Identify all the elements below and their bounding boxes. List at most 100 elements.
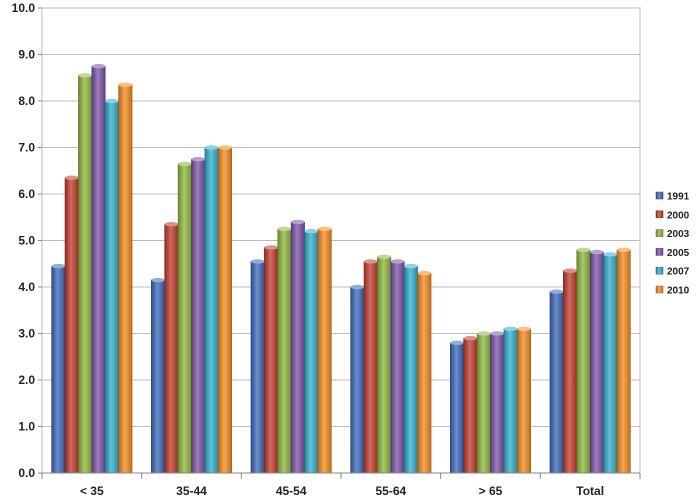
legend-label-2007: 2007 [667, 267, 690, 278]
bar-1991-0 [51, 265, 66, 474]
bar-2000-0 [64, 177, 79, 474]
bar-top-cap [91, 63, 106, 69]
bar-top-cap [291, 219, 305, 225]
y-tick-label: 0.0 [18, 466, 35, 480]
bars [51, 63, 631, 474]
bar-top-cap [590, 249, 604, 255]
bar-top-cap [450, 340, 464, 345]
y-tick-label: 7.0 [18, 141, 35, 155]
bar-2007-1 [204, 147, 219, 474]
category-label: Total [576, 484, 604, 498]
bar-top-cap [364, 259, 378, 264]
bar-2000-3 [363, 261, 378, 474]
bar-top-cap [417, 270, 432, 276]
legend-label-2003: 2003 [667, 229, 690, 240]
x-axis: < 35 35-44 45-54 55-64 > 65 Total [41, 472, 641, 498]
bar-top-cap [78, 73, 92, 78]
bar-2010-3 [417, 272, 432, 474]
bar-2007-3 [403, 265, 418, 474]
category-label: 35-44 [176, 484, 207, 498]
legend-swatch-2010 [655, 285, 664, 294]
bar-top-cap [616, 247, 631, 252]
bar-1991-2 [250, 261, 265, 474]
legend-label-2010: 2010 [667, 286, 690, 297]
bar-2005-1 [191, 158, 206, 474]
y-tick-label: 6.0 [18, 187, 35, 201]
bar-2010-5 [616, 249, 631, 474]
bar-2010-4 [516, 328, 531, 474]
y-tick-label: 10.0 [12, 1, 36, 15]
bar-top-cap [218, 145, 232, 150]
legend-label-1991: 1991 [667, 192, 690, 203]
y-tick-label: 2.0 [18, 373, 35, 387]
bar-2003-0 [78, 75, 93, 474]
y-tick-label: 9.0 [18, 48, 35, 62]
bar-2003-2 [277, 228, 292, 474]
category-label: > 65 [479, 484, 503, 498]
bar-2007-4 [503, 328, 518, 474]
legend-swatch-2005 [655, 248, 664, 256]
bar-2005-5 [589, 251, 604, 474]
y-axis: 0.0 1.0 2.0 3.0 4.0 5.0 6.0 7.0 8.0 9.0 10.0 [12, 1, 42, 480]
bar-top-cap [151, 277, 165, 283]
bar-top-cap [503, 326, 518, 332]
bar-2007-0 [104, 100, 119, 474]
bar-2010-2 [317, 228, 332, 474]
y-tick-label: 1.0 [18, 420, 35, 434]
bar-top-cap [250, 259, 265, 264]
bar-top-cap [404, 263, 418, 269]
category-label: 45-54 [276, 484, 307, 498]
bar-top-cap [264, 245, 278, 250]
bar-2005-4 [490, 333, 505, 474]
bar-top-cap [178, 161, 192, 166]
bar-2007-2 [304, 230, 319, 474]
bar-1991-4 [449, 342, 464, 474]
bar-top-cap [51, 263, 66, 269]
bar-2003-5 [576, 249, 591, 474]
bar-top-cap [517, 326, 531, 332]
bar-2003-1 [177, 163, 192, 474]
legend-label-2000: 2000 [667, 210, 690, 221]
y-tick-label: 4.0 [18, 280, 35, 294]
bar-top-cap [477, 331, 491, 336]
category-label: < 35 [80, 484, 104, 498]
bar-2010-0 [118, 84, 133, 474]
bar-top-cap [277, 226, 292, 232]
bar-top-cap [490, 331, 504, 336]
bar-2000-5 [563, 270, 578, 474]
bar-2000-2 [264, 247, 279, 474]
bar-top-cap [304, 229, 318, 234]
bar-top-cap [118, 82, 133, 87]
legend: 1991 2000 2003 2005 2007 2010 [655, 191, 690, 297]
y-tick-label: 8.0 [18, 94, 35, 108]
bar-2005-0 [91, 65, 106, 474]
y-tick-label: 3.0 [18, 327, 35, 341]
bar-1991-1 [151, 279, 166, 474]
bar-top-cap [350, 284, 365, 290]
bar-2010-1 [218, 147, 233, 474]
bar-top-cap [390, 259, 405, 264]
bar-2000-4 [463, 337, 478, 474]
bar-2007-5 [603, 254, 618, 474]
y-tick-label: 5.0 [18, 234, 35, 248]
bar-1991-5 [549, 291, 564, 474]
bar-top-cap [603, 252, 617, 257]
bar-2003-4 [476, 333, 491, 474]
bar-2005-3 [390, 261, 405, 474]
legend-swatch-1991 [655, 191, 664, 200]
bar-top-cap [563, 268, 577, 273]
bar-top-cap [463, 335, 478, 341]
bar-top-cap [204, 145, 219, 150]
legend-swatch-2003 [655, 229, 664, 237]
legend-label-2005: 2005 [667, 248, 690, 259]
bar-2000-1 [164, 223, 179, 474]
legend-swatch-2000 [655, 210, 664, 219]
bar-top-cap [549, 289, 564, 294]
bar-top-cap [317, 226, 332, 232]
bar-top-cap [191, 156, 205, 162]
legend-swatch-2007 [655, 266, 664, 275]
bar-top-cap [105, 98, 119, 104]
bar-2005-2 [290, 221, 305, 474]
bar-2003-3 [377, 256, 392, 474]
